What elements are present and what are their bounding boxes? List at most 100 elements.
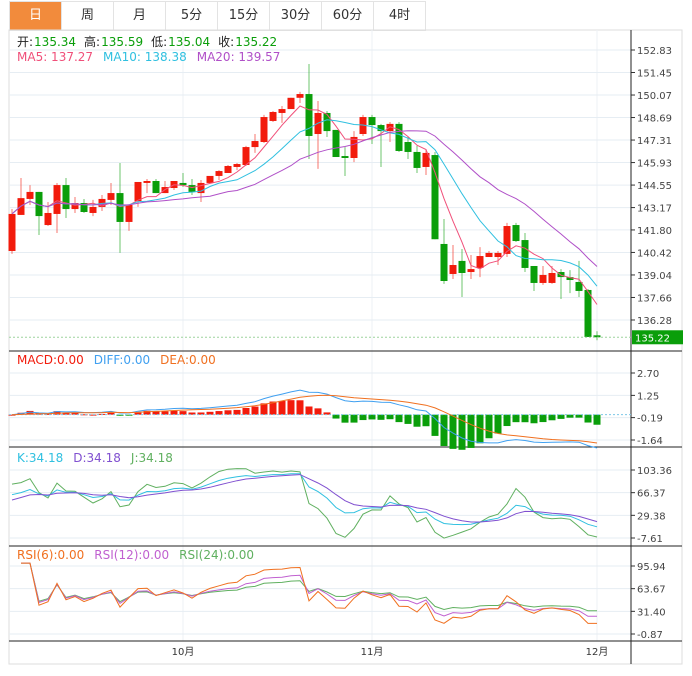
price-tick-label: 140.42: [637, 248, 672, 259]
macd-bar: [431, 414, 439, 436]
price-tick-label: 145.93: [637, 159, 672, 170]
macd-bar: [359, 414, 367, 421]
macd-bar: [233, 409, 241, 415]
price-tick-label: 137.66: [637, 293, 672, 304]
macd-bar: [287, 400, 295, 415]
ohlc-label: 开:: [17, 35, 33, 49]
macd-bar: [269, 401, 277, 415]
candle-body: [188, 185, 196, 192]
price-tick-label: 148.69: [637, 114, 672, 125]
candle-body: [134, 181, 142, 202]
kdj-tick-label: -7.61: [637, 534, 663, 545]
tab-4hour[interactable]: 4时: [374, 2, 426, 30]
ma-legend: MA20: 139.57: [197, 50, 281, 64]
chart-frame: [8, 29, 683, 665]
macd-legend: DEA:0.00: [160, 353, 216, 367]
diff-line: [11, 389, 598, 449]
candle-body: [440, 243, 448, 281]
candle-body: [476, 256, 484, 268]
macd-bar: [242, 408, 250, 415]
macd-bar: [314, 408, 322, 415]
candle-body: [197, 182, 205, 194]
candle-body: [503, 226, 511, 254]
candle-body: [575, 281, 583, 291]
macd-bar: [26, 410, 34, 415]
tab-15min[interactable]: 15分: [218, 2, 270, 30]
macd-bar: [179, 411, 187, 415]
rsi-tick-label: 95.94: [637, 562, 666, 573]
macd-bar: [323, 412, 331, 415]
candle-body: [260, 117, 268, 143]
rsi-legend: RSI(12):0.00: [94, 548, 169, 562]
ohlc-label: 收:: [218, 35, 234, 49]
candle-body: [584, 289, 592, 337]
macd-bar: [386, 414, 394, 420]
candle-body: [71, 203, 79, 210]
macd-legend: MACD:0.00: [17, 353, 84, 367]
candle-body: [539, 274, 547, 283]
macd-bar: [485, 414, 493, 439]
tab-week[interactable]: 周: [62, 2, 114, 30]
candle-body: [80, 203, 88, 212]
candle-body: [116, 193, 124, 222]
candle-body: [431, 155, 439, 240]
tab-month[interactable]: 月: [114, 2, 166, 30]
macd-bar: [377, 414, 385, 420]
tab-30min[interactable]: 30分: [270, 2, 322, 30]
macd-bar: [215, 411, 223, 415]
macd-legend: DIFF:0.00: [94, 353, 150, 367]
macd-bar: [197, 412, 205, 415]
candle-body: [26, 191, 34, 199]
x-tick-label: 11月: [361, 646, 384, 658]
candle-body: [125, 204, 133, 222]
candle-body: [179, 182, 187, 186]
macd-bar: [224, 410, 232, 415]
macd-bar: [503, 414, 511, 427]
k-line: [11, 473, 598, 528]
macd-bar: [296, 400, 304, 415]
candle-body: [557, 272, 565, 278]
candle-body: [395, 123, 403, 151]
candle-body: [458, 260, 466, 274]
macd-bar: [116, 414, 124, 416]
candle-body: [449, 265, 457, 274]
macd-bar: [530, 414, 538, 424]
rsi-tick-label: 63.67: [637, 585, 666, 596]
macd-bar: [62, 412, 70, 415]
candle-body: [548, 273, 556, 283]
macd-bar: [557, 414, 565, 419]
price-tick-label: 139.04: [637, 271, 672, 282]
candle-body: [242, 147, 250, 166]
period-tabs: 日 周 月 5分 15分 30分 60分 4时: [9, 1, 426, 31]
candle-body: [278, 109, 286, 113]
tab-day[interactable]: 日: [10, 2, 62, 30]
tab-60min[interactable]: 60分: [322, 2, 374, 30]
x-tick-label: 12月: [586, 646, 609, 658]
macd-bar: [593, 414, 601, 425]
macd-bar: [260, 403, 268, 415]
candle-body: [377, 125, 385, 132]
candle-body: [512, 225, 520, 242]
macd-tick-label: -1.64: [637, 436, 663, 447]
candle-body: [233, 164, 241, 167]
macd-bar: [395, 414, 403, 423]
macd-bar: [494, 414, 502, 434]
macd-bar: [71, 412, 79, 415]
candle-body: [62, 185, 70, 210]
macd-bar: [152, 411, 160, 415]
ohlc-value: 135.34: [34, 35, 76, 49]
macd-tick-label: 1.25: [637, 391, 659, 402]
kdj-legend: K:34.18: [17, 451, 63, 465]
candle-body: [386, 123, 394, 132]
candle-body: [485, 252, 493, 258]
candle-body: [521, 240, 529, 268]
candle-body: [422, 152, 430, 167]
tab-5min[interactable]: 5分: [166, 2, 218, 30]
macd-bar: [458, 414, 466, 450]
kdj-tick-label: 103.36: [637, 466, 672, 477]
candle-body: [332, 129, 340, 158]
rsi-tick-label: -0.87: [637, 630, 663, 641]
macd-bar: [449, 414, 457, 449]
candle-body: [152, 180, 160, 194]
